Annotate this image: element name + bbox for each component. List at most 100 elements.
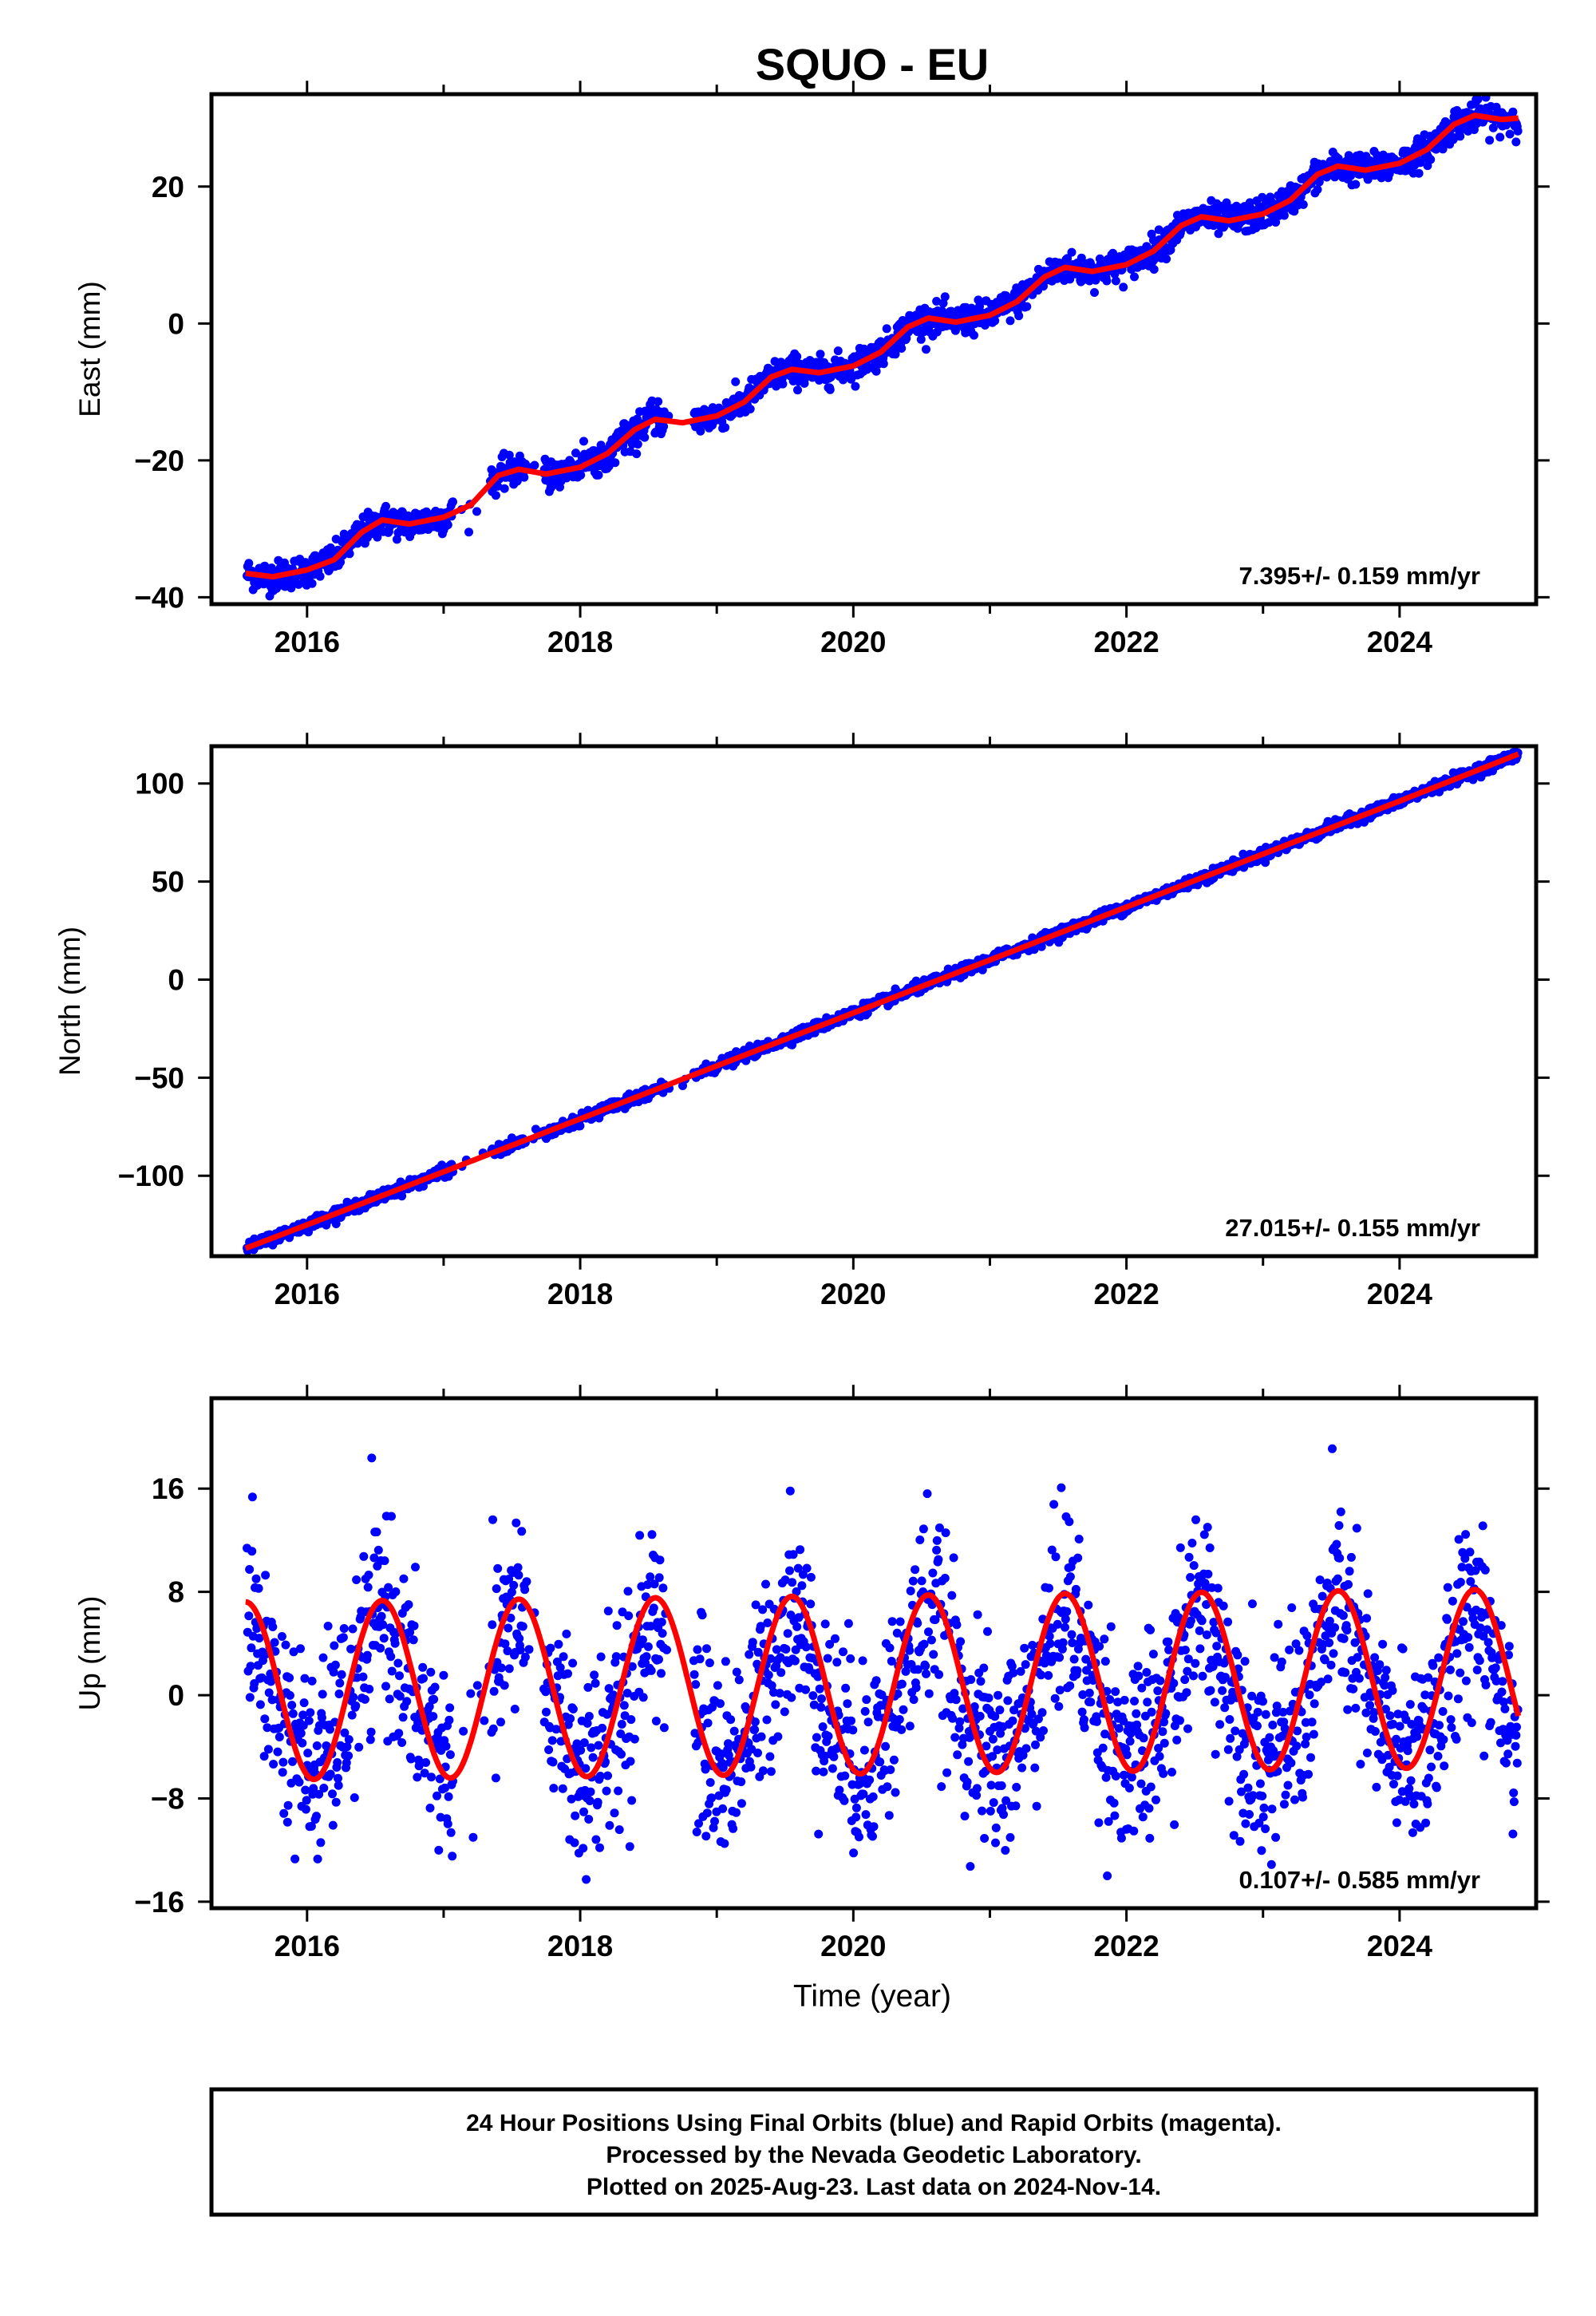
data-point bbox=[351, 1701, 361, 1710]
data-point bbox=[1022, 302, 1032, 311]
data-point bbox=[496, 1717, 505, 1727]
data-point bbox=[820, 1619, 830, 1629]
data-point bbox=[617, 1749, 626, 1759]
data-point bbox=[426, 1667, 436, 1677]
data-point bbox=[312, 1741, 322, 1750]
data-point bbox=[500, 484, 509, 493]
data-point bbox=[530, 460, 539, 470]
data-point bbox=[824, 1732, 833, 1741]
data-point bbox=[576, 470, 586, 480]
data-point bbox=[828, 1764, 837, 1773]
data-point bbox=[1495, 132, 1505, 142]
data-point bbox=[352, 1575, 361, 1584]
data-point bbox=[247, 1547, 257, 1556]
data-point bbox=[614, 1786, 623, 1796]
data-point bbox=[316, 1838, 326, 1848]
data-point bbox=[347, 1710, 357, 1720]
data-point bbox=[818, 1722, 828, 1732]
data-point bbox=[1279, 211, 1289, 220]
data-point bbox=[797, 1581, 807, 1591]
data-point bbox=[409, 1621, 419, 1630]
data-point bbox=[377, 1611, 386, 1621]
y-tick-label: 50 bbox=[152, 866, 184, 899]
data-point bbox=[705, 1778, 715, 1787]
data-point bbox=[732, 1808, 741, 1817]
data-point bbox=[812, 1766, 821, 1776]
model-line bbox=[244, 751, 1520, 1251]
data-point bbox=[411, 1563, 420, 1572]
data-point bbox=[491, 1773, 500, 1783]
data-point bbox=[585, 1796, 595, 1805]
data-point bbox=[1214, 229, 1223, 239]
data-point bbox=[697, 1611, 707, 1620]
y-tick-label: 0 bbox=[168, 307, 184, 340]
data-point bbox=[911, 1683, 921, 1693]
data-point bbox=[285, 1673, 294, 1682]
data-point bbox=[748, 1638, 757, 1647]
data-point bbox=[832, 1658, 842, 1667]
data-point bbox=[263, 1745, 273, 1754]
data-point bbox=[729, 1726, 739, 1736]
data-point bbox=[393, 1658, 403, 1668]
data-point bbox=[612, 1621, 622, 1630]
data-point bbox=[579, 437, 588, 446]
data-point bbox=[547, 1736, 557, 1745]
data-point bbox=[835, 1785, 844, 1795]
plot-frame bbox=[209, 92, 1539, 607]
data-point bbox=[922, 1669, 930, 1678]
data-point bbox=[1149, 265, 1159, 274]
data-point bbox=[331, 1797, 341, 1807]
data-point bbox=[549, 1784, 559, 1793]
data-point bbox=[895, 1715, 904, 1724]
y-tick-label: 20 bbox=[152, 171, 184, 204]
data-point bbox=[472, 507, 481, 516]
data-point bbox=[1102, 276, 1112, 286]
data-point bbox=[381, 501, 390, 511]
data-point bbox=[283, 1800, 293, 1810]
data-point bbox=[270, 1638, 279, 1647]
data-point bbox=[825, 385, 835, 394]
data-point bbox=[593, 1797, 602, 1807]
data-point bbox=[395, 1671, 404, 1681]
rate-label: 27.015+/- 0.155 mm/yr bbox=[1225, 1214, 1480, 1242]
data-point bbox=[632, 449, 642, 459]
data-point bbox=[563, 1669, 572, 1678]
data-point bbox=[1162, 255, 1171, 263]
data-point bbox=[307, 1676, 317, 1686]
data-point bbox=[1108, 248, 1118, 258]
data-point bbox=[796, 1545, 805, 1555]
data-point bbox=[504, 1623, 513, 1633]
data-point bbox=[702, 1808, 712, 1818]
data-point bbox=[598, 1723, 607, 1733]
data-point bbox=[919, 1639, 929, 1649]
data-point bbox=[891, 350, 900, 359]
data-point bbox=[273, 1747, 282, 1757]
y-tick-label: 0 bbox=[168, 963, 184, 996]
data-point bbox=[871, 366, 881, 376]
data-point bbox=[285, 1690, 294, 1700]
data-point bbox=[404, 1600, 413, 1610]
data-point bbox=[654, 1654, 663, 1664]
x-tick-label: 2020 bbox=[820, 626, 886, 658]
data-point bbox=[726, 1715, 736, 1725]
data-point bbox=[761, 1579, 770, 1589]
data-point bbox=[911, 1565, 920, 1575]
y-tick-label: −40 bbox=[134, 581, 184, 614]
data-point bbox=[546, 1643, 555, 1653]
data-point bbox=[764, 1670, 773, 1680]
data-point bbox=[602, 1786, 611, 1796]
data-point bbox=[839, 1796, 849, 1805]
y-tick-label: −50 bbox=[134, 1061, 184, 1094]
data-point bbox=[448, 497, 457, 507]
data-point bbox=[362, 1650, 372, 1660]
data-point bbox=[596, 1652, 606, 1662]
data-point bbox=[373, 1545, 383, 1555]
data-point bbox=[640, 433, 650, 442]
data-point bbox=[328, 1820, 338, 1830]
data-point bbox=[843, 1699, 852, 1709]
data-point bbox=[354, 1742, 364, 1752]
data-point bbox=[575, 1121, 585, 1131]
data-point bbox=[906, 1587, 915, 1595]
data-point bbox=[657, 1669, 666, 1678]
